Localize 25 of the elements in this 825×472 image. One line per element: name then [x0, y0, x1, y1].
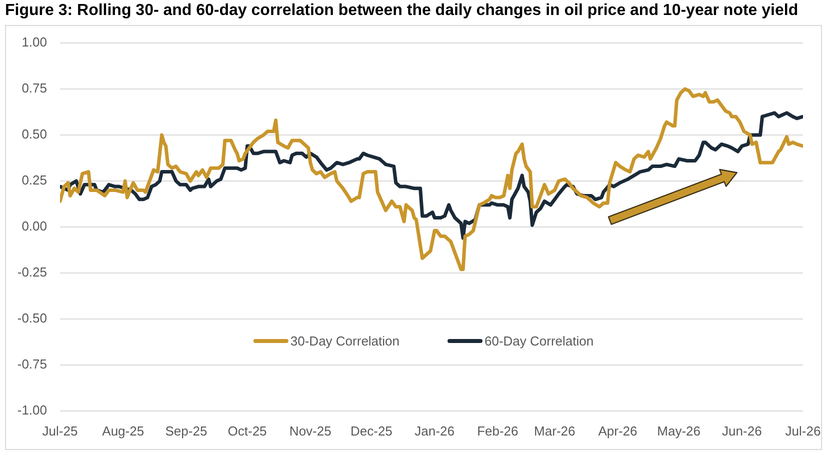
- y-tick-label: -1.00: [17, 402, 47, 418]
- y-tick-label: 0.50: [22, 126, 47, 142]
- x-tick-label: Jul-26: [785, 423, 821, 438]
- x-tick-label: Feb-26: [477, 423, 518, 438]
- y-tick-label: -0.50: [17, 310, 47, 326]
- x-tick-label: Jan-26: [414, 423, 454, 438]
- x-tick-label: May-26: [657, 423, 701, 438]
- x-tick-label: Mar-26: [534, 423, 576, 438]
- chart-title: Figure 3: Rolling 30- and 60-day correlation between the daily changes in oil price and 10-year note yield: [5, 2, 798, 20]
- y-tick-label: -0.75: [17, 356, 47, 372]
- x-tick-label: Nov-25: [289, 423, 332, 438]
- x-tick-label: Apr-26: [598, 423, 638, 438]
- x-tick-label: Dec-25: [350, 423, 392, 438]
- x-tick-label: Oct-25: [228, 423, 267, 438]
- x-tick-label: Aug-25: [102, 423, 144, 438]
- x-tick-label: Jun-26: [722, 423, 762, 438]
- y-tick-label: -0.25: [17, 264, 47, 280]
- y-tick-label: 0.00: [22, 218, 47, 234]
- x-tick-label: Sep-25: [165, 423, 208, 438]
- y-tick-label: 1.00: [22, 34, 47, 50]
- x-tick-label: Jul-25: [42, 423, 78, 438]
- legend-label: 30-Day Correlation: [290, 334, 400, 349]
- y-tick-label: 0.25: [22, 172, 47, 188]
- legend-label: 60-Day Correlation: [484, 334, 594, 349]
- y-tick-label: 0.75: [22, 80, 47, 96]
